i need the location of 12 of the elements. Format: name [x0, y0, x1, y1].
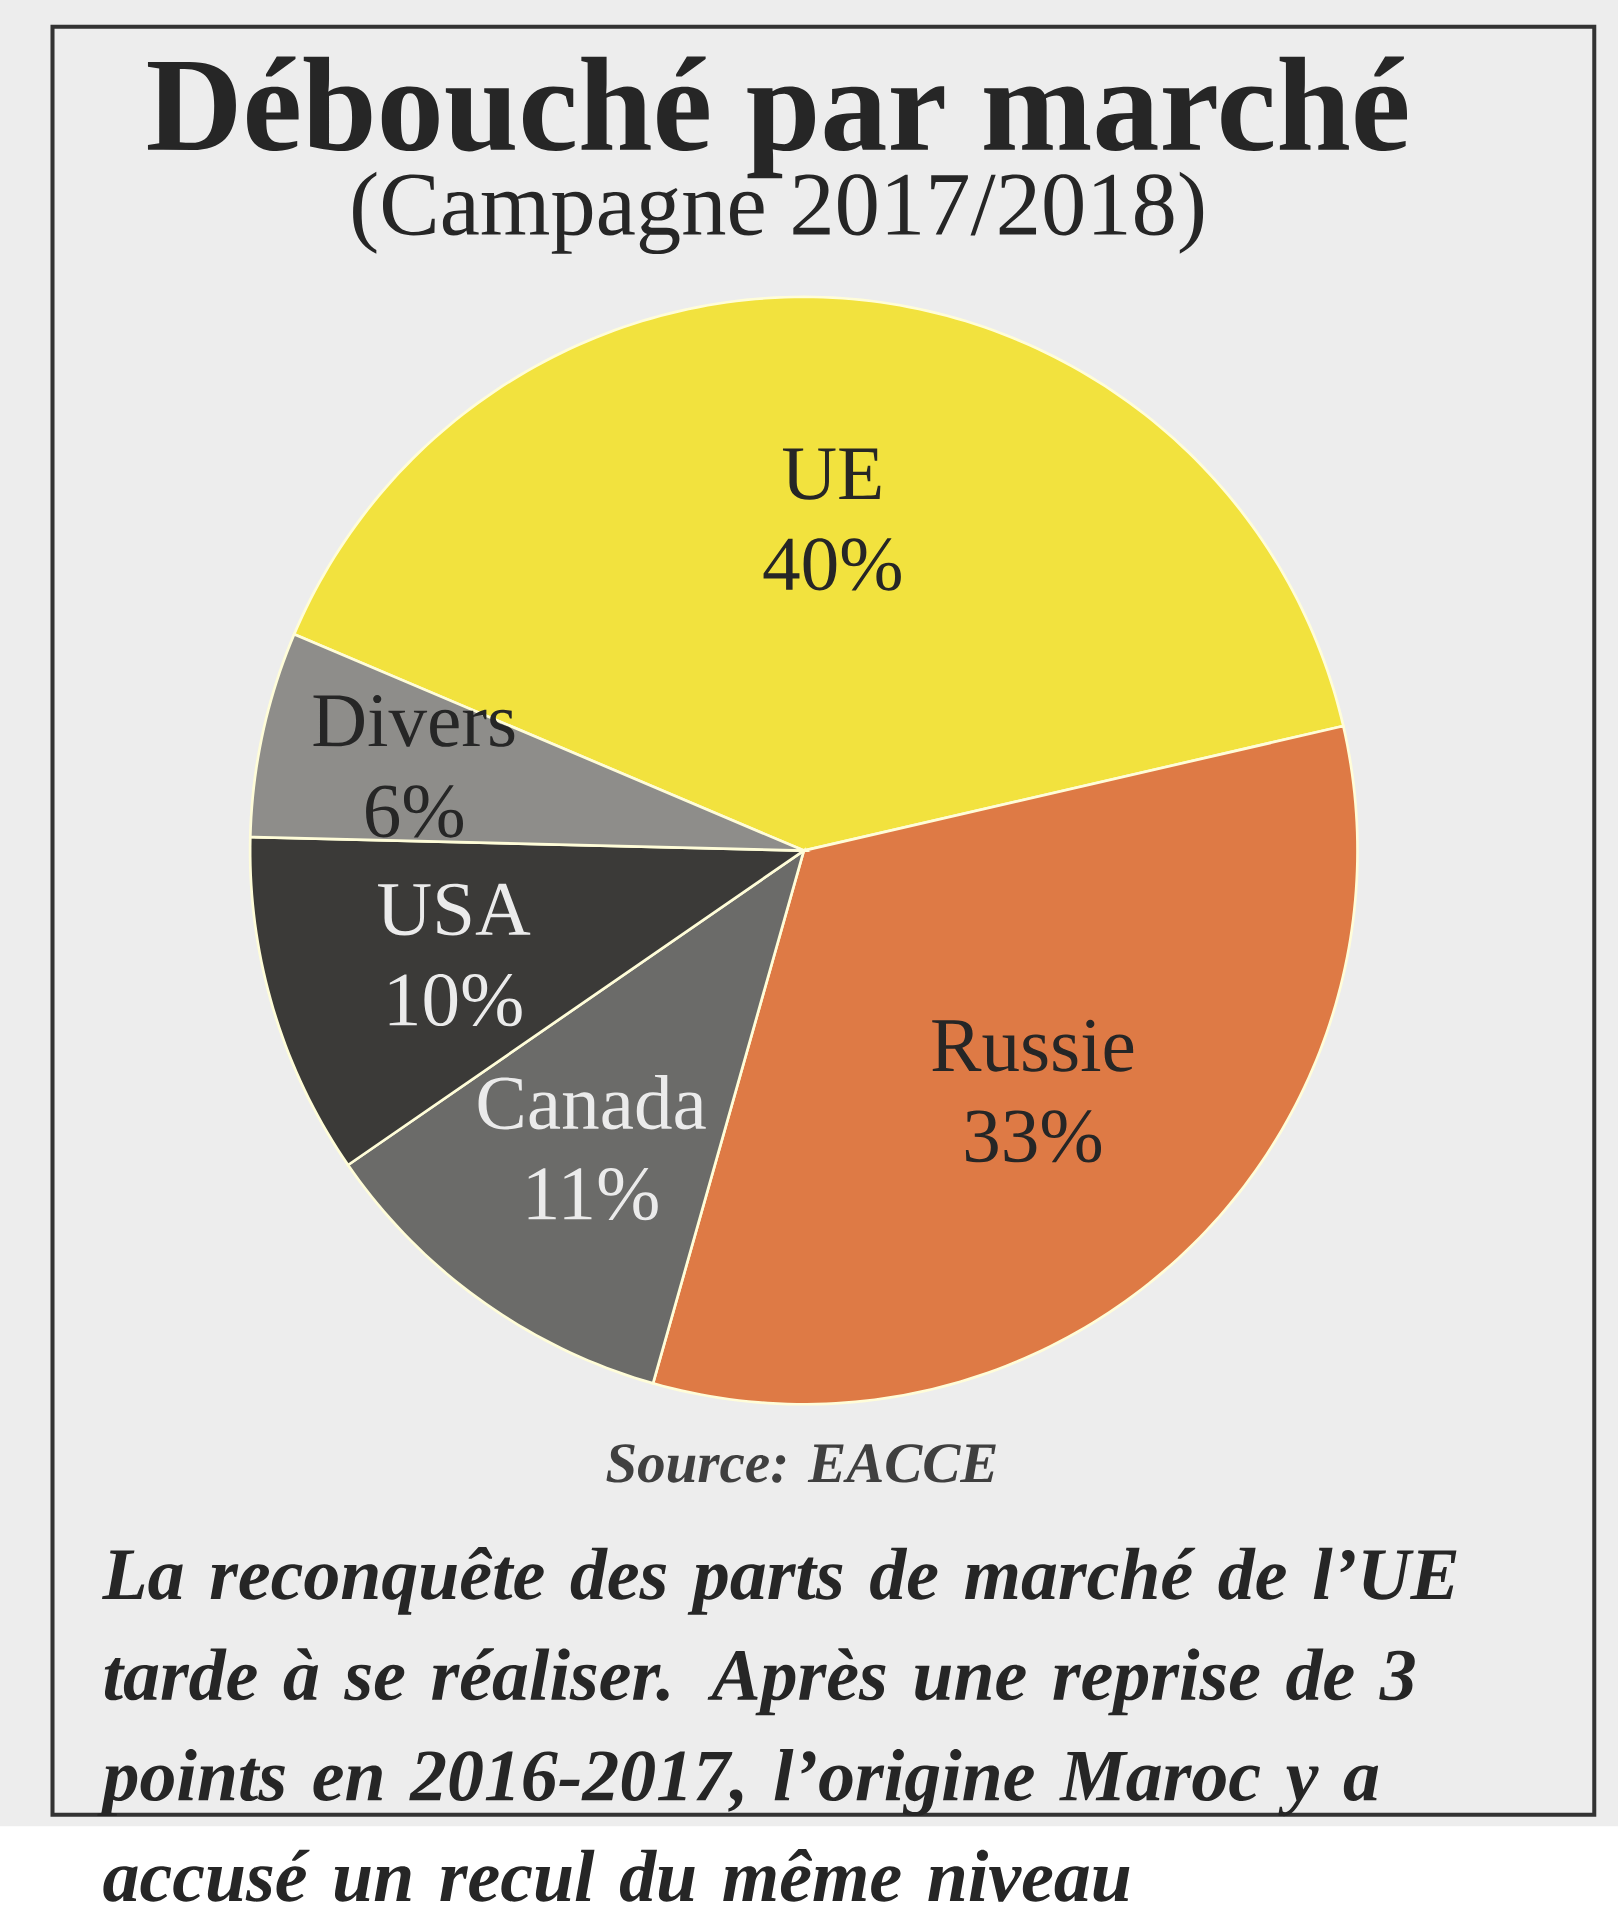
slice-label: USA — [378, 883, 531, 936]
data-label: 40% — [763, 538, 901, 591]
slice-label: Russie — [932, 1019, 1134, 1072]
data-label: 11% — [528, 1167, 658, 1221]
source-note: Source: EACCE — [606, 1444, 996, 1483]
slice-label: Divers — [313, 694, 515, 747]
data-label: 10% — [389, 974, 522, 1027]
slice-label: Canada — [478, 1075, 706, 1130]
text: La reconquête des parts de marché de l’UE tarde à se réaliser. Après une reprise de 3 points en 2016-2017, l’origine Maroc y a accusé un recul du même niveau — [97, 1546, 1457, 1902]
data-label: 33% — [965, 1110, 1102, 1163]
slice-label: UE — [782, 448, 881, 500]
data-label: 6% — [366, 785, 463, 838]
